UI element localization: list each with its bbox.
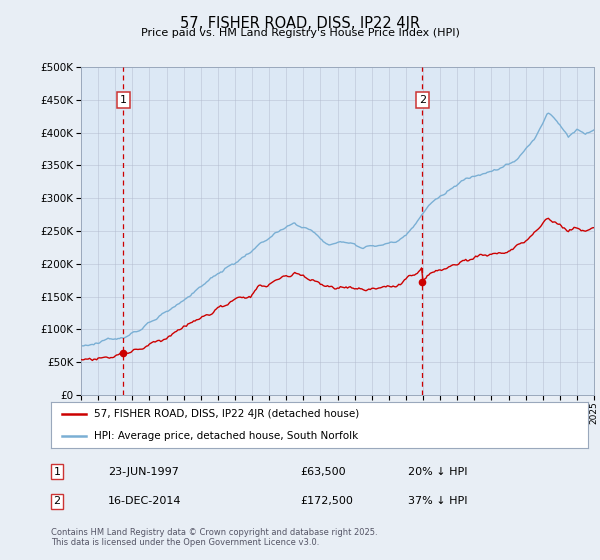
Text: Contains HM Land Registry data © Crown copyright and database right 2025.
This d: Contains HM Land Registry data © Crown c… [51, 528, 377, 547]
Text: 57, FISHER ROAD, DISS, IP22 4JR: 57, FISHER ROAD, DISS, IP22 4JR [180, 16, 420, 31]
Text: 20% ↓ HPI: 20% ↓ HPI [408, 466, 467, 477]
Text: 1: 1 [120, 95, 127, 105]
Text: 37% ↓ HPI: 37% ↓ HPI [408, 496, 467, 506]
Text: 2: 2 [53, 496, 61, 506]
Text: Price paid vs. HM Land Registry's House Price Index (HPI): Price paid vs. HM Land Registry's House … [140, 28, 460, 38]
Text: 23-JUN-1997: 23-JUN-1997 [108, 466, 179, 477]
Text: 2: 2 [419, 95, 426, 105]
Text: 1: 1 [53, 466, 61, 477]
Text: HPI: Average price, detached house, South Norfolk: HPI: Average price, detached house, Sout… [94, 431, 358, 441]
Text: £63,500: £63,500 [300, 466, 346, 477]
Text: £172,500: £172,500 [300, 496, 353, 506]
Text: 16-DEC-2014: 16-DEC-2014 [108, 496, 182, 506]
Text: 57, FISHER ROAD, DISS, IP22 4JR (detached house): 57, FISHER ROAD, DISS, IP22 4JR (detache… [94, 409, 359, 419]
